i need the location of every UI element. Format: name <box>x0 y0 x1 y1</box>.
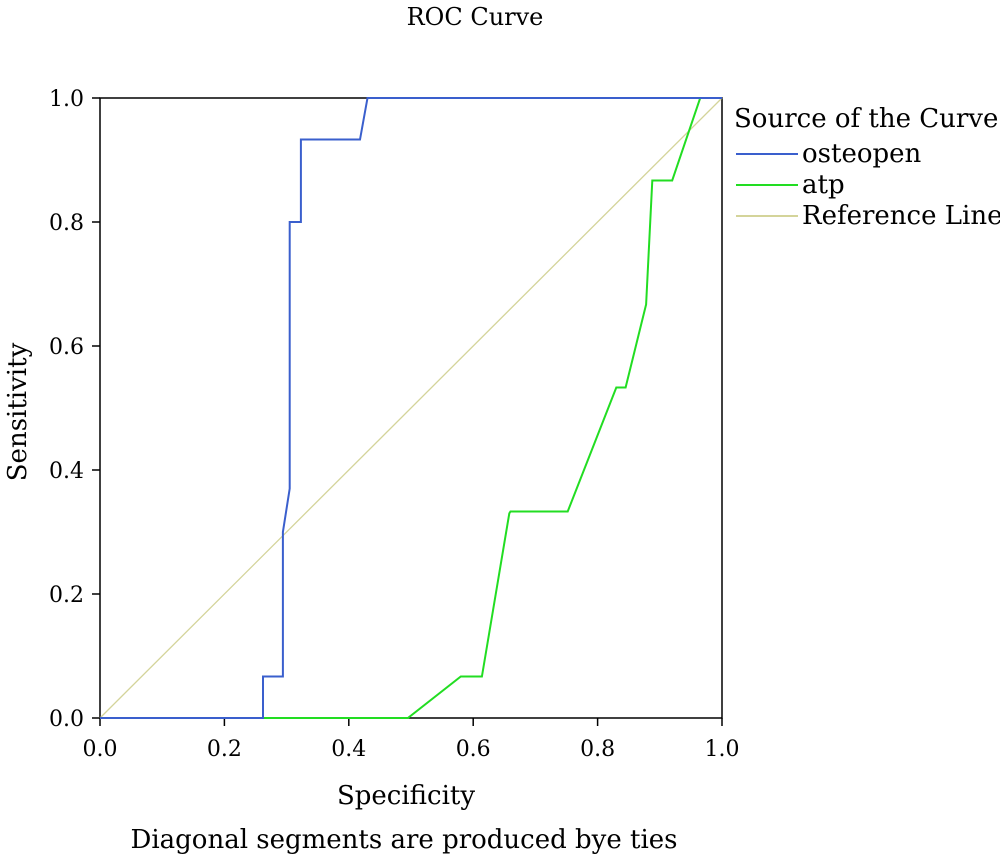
legend-title: Source of the Curve <box>734 104 998 134</box>
series-line-atp <box>100 97 722 719</box>
y-tick-label: 0.8 <box>49 211 84 236</box>
series-lines <box>99 97 723 719</box>
series-line-reference-line <box>99 97 723 719</box>
x-tick-label: 0.4 <box>331 737 366 762</box>
chart-footnote: Diagonal segments are produced bye ties <box>130 825 677 855</box>
x-axis-title: Specificity <box>337 781 475 811</box>
legend-label: osteopen <box>802 139 922 169</box>
legend-label: atp <box>802 170 845 200</box>
y-tick-label: 0.2 <box>49 583 84 608</box>
x-tick-label: 0.0 <box>83 737 118 762</box>
y-tick-label: 0.4 <box>49 459 84 484</box>
y-tick-label: 0.6 <box>49 335 84 360</box>
x-axis-ticks: 0.0 0.2 0.4 0.6 0.8 1.0 <box>83 718 740 762</box>
x-tick-label: 0.8 <box>580 737 615 762</box>
x-tick-label: 0.6 <box>456 737 491 762</box>
series-line-osteopen <box>100 97 722 719</box>
x-tick-label: 0.2 <box>207 737 242 762</box>
x-tick-label: 1.0 <box>705 737 740 762</box>
y-tick-label: 0.0 <box>49 707 84 732</box>
y-tick-label: 1.0 <box>49 87 84 112</box>
y-axis-title: Sensitivity <box>3 342 33 481</box>
y-axis-ticks: 0.0 0.2 0.4 0.6 0.8 1.0 <box>49 87 100 732</box>
legend-label: Reference Line <box>802 201 1000 231</box>
legend: Source of the Curve osteopenatpReference… <box>734 104 1000 231</box>
chart-title: ROC Curve <box>407 3 544 31</box>
